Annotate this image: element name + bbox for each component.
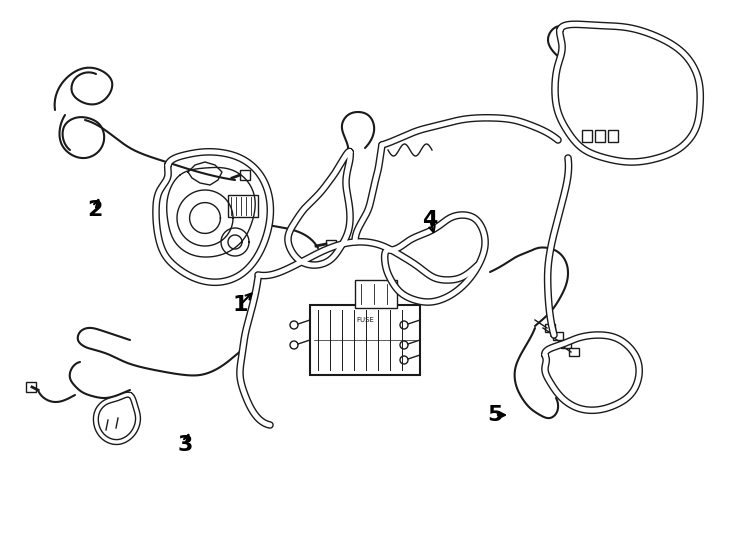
Bar [561, 340, 571, 348]
Text: 1: 1 [232, 295, 248, 315]
Bar [228, 195, 258, 217]
Bar [582, 130, 592, 142]
Bar [569, 348, 579, 356]
Bar [26, 382, 36, 392]
Text: 3: 3 [178, 435, 193, 455]
Text: 5: 5 [487, 405, 503, 425]
Text: 2: 2 [87, 200, 103, 220]
Bar [355, 280, 397, 308]
Bar [240, 170, 250, 180]
Bar [553, 332, 563, 340]
Bar [608, 130, 618, 142]
Text: 4: 4 [422, 210, 437, 230]
Bar [310, 305, 420, 375]
Bar [595, 130, 605, 142]
Text: FUSE: FUSE [356, 317, 374, 323]
Bar [326, 240, 336, 248]
Bar [545, 324, 555, 332]
